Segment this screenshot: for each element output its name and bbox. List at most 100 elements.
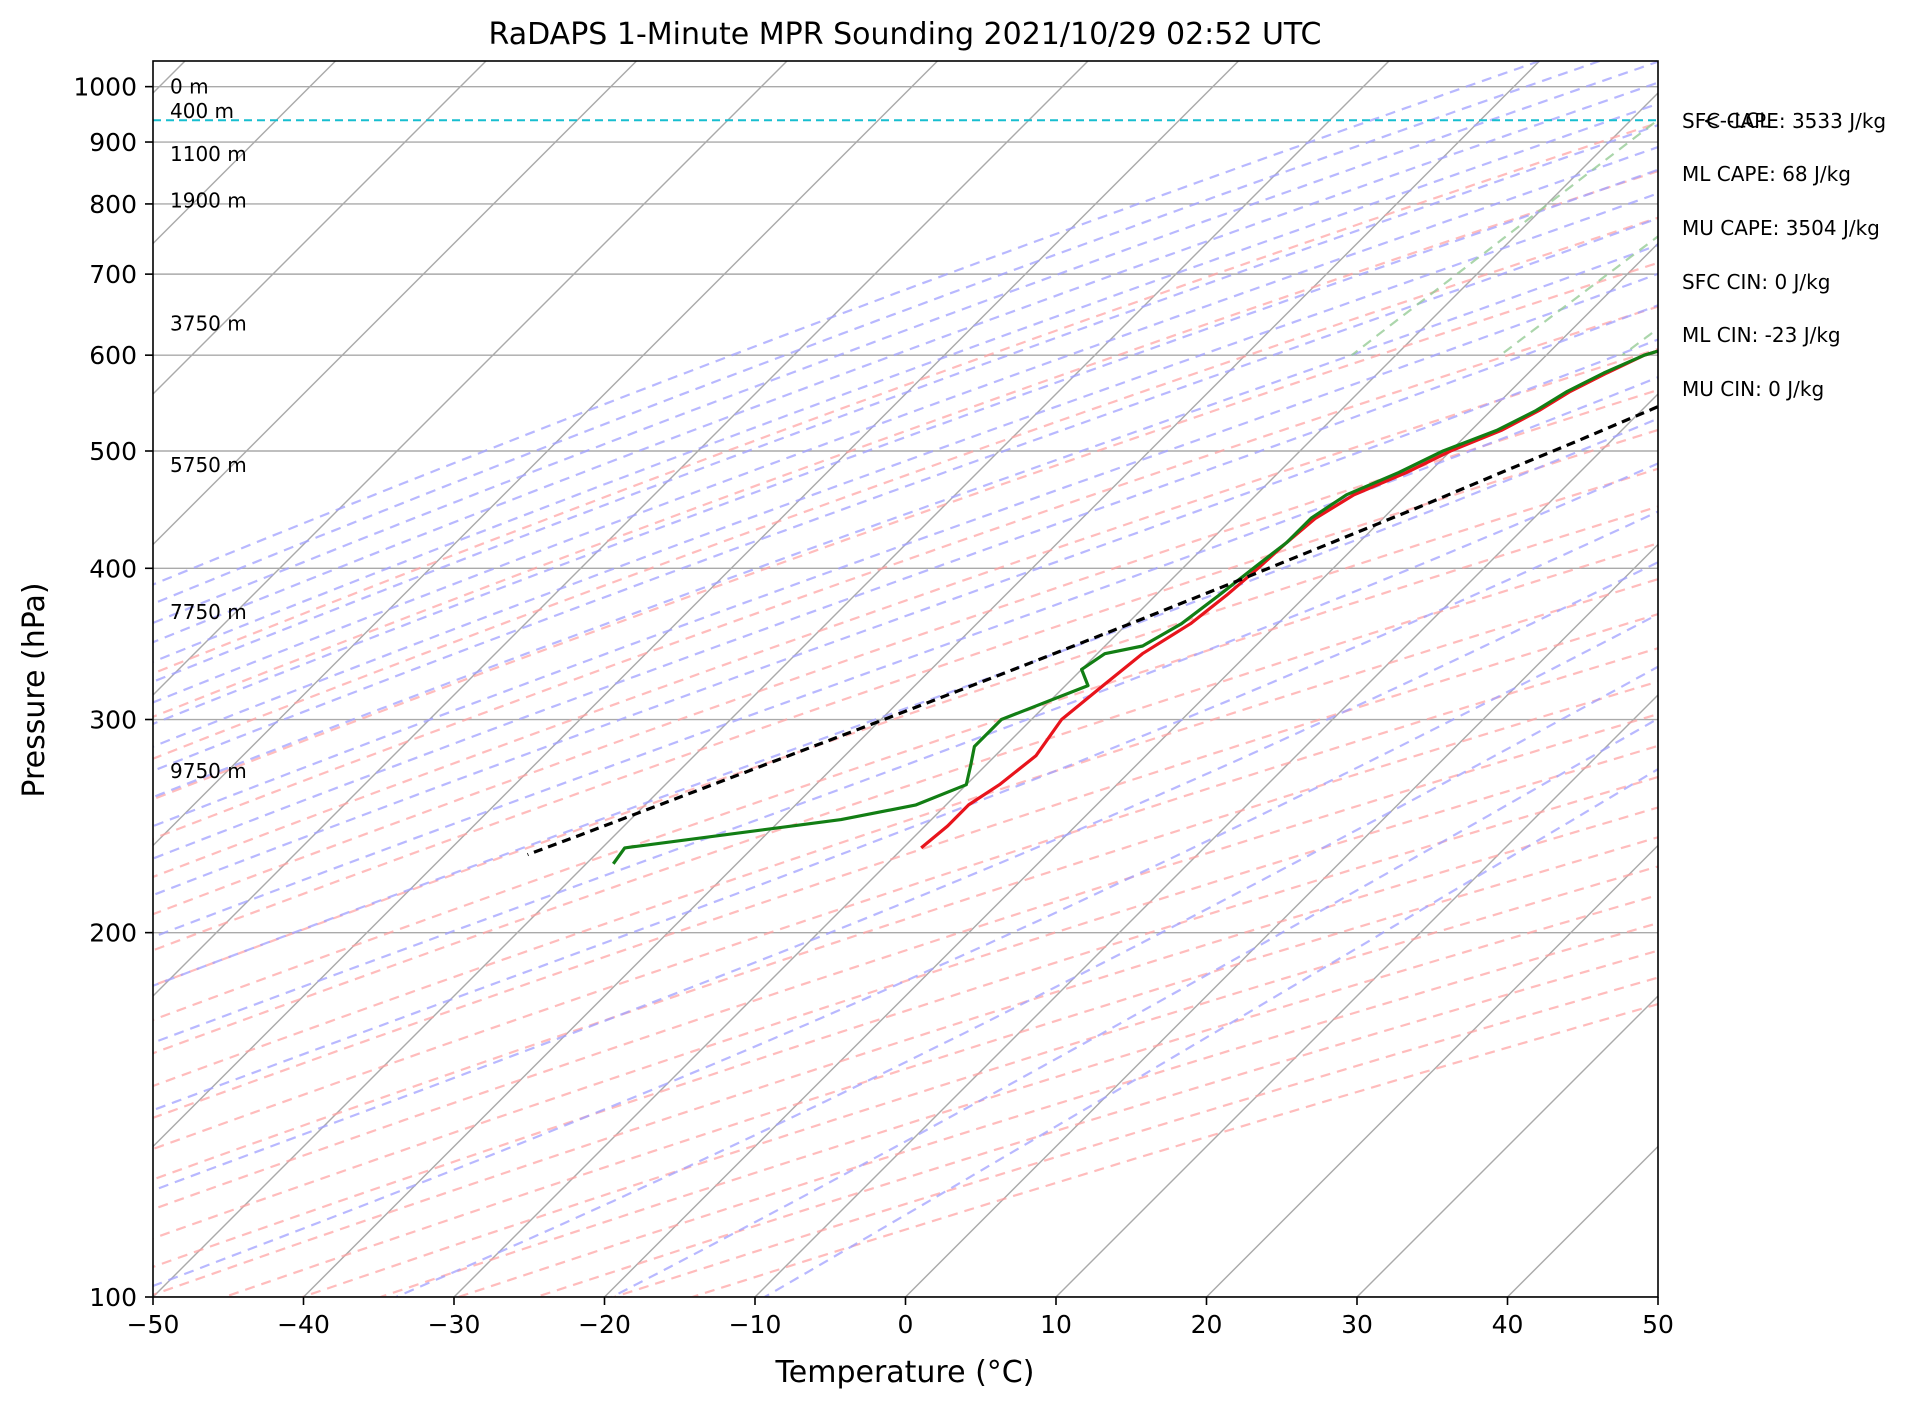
y-tick-label: 500 bbox=[89, 437, 137, 466]
dry-adiabat bbox=[153, 428, 1658, 952]
isotherm-line bbox=[153, 61, 1239, 1148]
moist-adiabat bbox=[153, 217, 1658, 773]
moist-adiabat bbox=[153, 102, 1658, 664]
moist-adiabat bbox=[153, 510, 1658, 1112]
mixing-ratio-line bbox=[1351, 118, 1658, 357]
parcel-profile bbox=[527, 404, 1658, 857]
dewpoint-profile bbox=[611, 349, 1658, 865]
height-label: 7750 m bbox=[170, 600, 247, 624]
height-label: 0 m bbox=[170, 75, 209, 99]
dry-adiabat bbox=[153, 647, 1658, 1151]
dry-adiabat bbox=[153, 505, 1658, 1022]
y-tick-label: 300 bbox=[89, 706, 137, 735]
dry-adiabat bbox=[458, 921, 1658, 1297]
isotherm-gridlines bbox=[153, 61, 1925, 1297]
moist-adiabat bbox=[153, 561, 1658, 1192]
dry-adiabat bbox=[153, 775, 1658, 1269]
dry-adiabat bbox=[153, 613, 1658, 1120]
isotherm-line bbox=[153, 61, 637, 546]
y-tick-label: 900 bbox=[89, 128, 137, 157]
y-tick-label: 600 bbox=[89, 341, 137, 370]
isotherm-line bbox=[153, 61, 1089, 997]
y-tick-label: 1000 bbox=[73, 73, 137, 102]
mixing-ratio-line bbox=[1698, 61, 1925, 355]
moist-adiabat bbox=[395, 665, 1658, 1297]
isotherm-line bbox=[1055, 694, 1658, 1297]
dry-adiabat bbox=[613, 976, 1658, 1297]
moist-adiabat bbox=[153, 304, 1658, 860]
y-tick-label: 100 bbox=[89, 1283, 137, 1312]
x-axis-label: Temperature (°C) bbox=[775, 1355, 1035, 1390]
isotherm-line bbox=[303, 61, 1540, 1297]
moist-adiabat bbox=[153, 61, 1540, 586]
stability-indices: SFC CAPE: 3533 J/kg ML CAPE: 68 J/kg MU … bbox=[1682, 109, 1886, 401]
moist-adiabat bbox=[153, 61, 1658, 625]
index-mu-cin: MU CIN: 0 J/kg bbox=[1682, 377, 1824, 401]
moist-adiabat bbox=[153, 192, 1658, 748]
height-label: 3750 m bbox=[170, 312, 247, 336]
x-tick-label: −10 bbox=[729, 1310, 782, 1339]
mixing-ratio-line bbox=[1499, 235, 1658, 357]
dry-adiabat bbox=[153, 261, 1658, 801]
isotherm-line bbox=[1809, 61, 1925, 1297]
y-axis-label: Pressure (hPa) bbox=[17, 582, 52, 797]
moist-adiabat bbox=[153, 613, 1658, 1288]
mixing-ratio-line bbox=[1621, 327, 1658, 357]
height-label: 1900 m bbox=[170, 189, 247, 213]
x-tick-label: −50 bbox=[127, 1310, 180, 1339]
dry-adiabat bbox=[153, 467, 1658, 987]
height-label: 9750 m bbox=[170, 759, 247, 783]
mixing-ratio-line bbox=[1894, 61, 1925, 355]
dry-adiabat bbox=[302, 865, 1658, 1297]
isotherm-line bbox=[153, 61, 938, 847]
isotherm-line bbox=[1206, 844, 1658, 1297]
x-tick-label: −20 bbox=[578, 1310, 631, 1339]
x-tick-label: 20 bbox=[1191, 1310, 1223, 1339]
dry-adiabat bbox=[153, 542, 1658, 1055]
y-tick-label: 800 bbox=[89, 190, 137, 219]
moist-adiabat bbox=[153, 338, 1658, 897]
isotherm-line bbox=[1657, 1296, 1658, 1297]
isotherm-line bbox=[153, 61, 487, 395]
dry-adiabat bbox=[153, 577, 1658, 1088]
isobar-gridlines bbox=[153, 85, 1658, 1297]
isotherm-line bbox=[1356, 995, 1658, 1297]
x-tick-label: 50 bbox=[1642, 1310, 1674, 1339]
height-label: 400 m bbox=[170, 99, 234, 123]
dry-adiabat bbox=[224, 836, 1658, 1297]
dry-adiabat bbox=[153, 388, 1658, 916]
x-tick-label: −40 bbox=[277, 1310, 330, 1339]
index-sfc-cape: SFC CAPE: 3533 J/kg bbox=[1682, 109, 1886, 133]
dry-adiabat bbox=[380, 893, 1658, 1297]
dry-adiabat bbox=[153, 121, 1658, 675]
y-tick-label: 400 bbox=[89, 554, 137, 583]
isotherm-line bbox=[905, 543, 1658, 1297]
isotherm-line bbox=[1507, 1145, 1658, 1297]
x-tick-label: 0 bbox=[898, 1310, 914, 1339]
dry-adiabat bbox=[153, 169, 1658, 718]
moist-adiabat bbox=[611, 717, 1658, 1297]
x-tick-label: 40 bbox=[1492, 1310, 1524, 1339]
isotherm-line bbox=[153, 61, 1390, 1297]
dry-adiabat bbox=[153, 347, 1658, 879]
index-ml-cin: ML CIN: -23 J/kg bbox=[1682, 323, 1841, 347]
dry-adiabat-lines bbox=[153, 121, 1658, 1297]
y-tick-label: 700 bbox=[89, 260, 137, 289]
moist-adiabat bbox=[764, 767, 1658, 1297]
moist-adiabat bbox=[153, 81, 1658, 644]
isotherm-line bbox=[604, 242, 1658, 1297]
x-tick-label: 30 bbox=[1341, 1310, 1373, 1339]
x-tick-label: 10 bbox=[1040, 1310, 1072, 1339]
moist-adiabat-lines bbox=[153, 61, 1658, 1297]
x-tick-label: −30 bbox=[428, 1310, 481, 1339]
sounding-profiles bbox=[527, 349, 1658, 865]
dry-adiabat bbox=[153, 305, 1658, 840]
moist-adiabat bbox=[153, 123, 1658, 683]
moist-adiabat bbox=[153, 462, 1658, 1044]
dry-adiabat bbox=[153, 680, 1658, 1181]
moist-adiabat bbox=[153, 168, 1658, 726]
dry-adiabat bbox=[153, 216, 1658, 760]
isotherm-line bbox=[153, 61, 788, 696]
moist-adiabat bbox=[153, 417, 1658, 987]
